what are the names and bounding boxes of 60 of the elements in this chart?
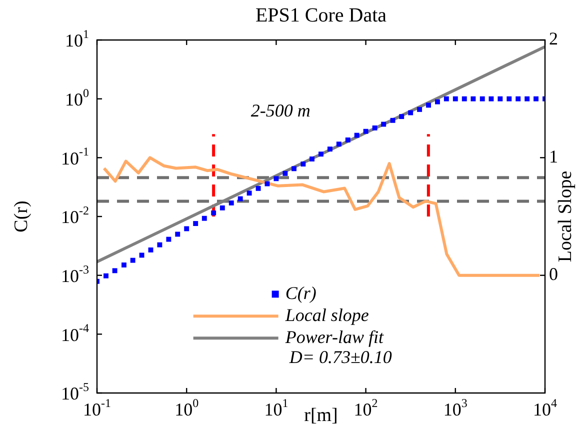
y2-tick-label: 0 — [549, 264, 558, 284]
point — [534, 96, 538, 102]
point — [193, 221, 198, 226]
point — [408, 110, 414, 116]
point — [480, 96, 485, 102]
point — [516, 96, 521, 102]
point — [462, 96, 467, 102]
point — [381, 122, 386, 127]
x-axis-title: r[m] — [304, 404, 338, 426]
point — [399, 114, 404, 120]
point — [300, 162, 306, 166]
point — [426, 102, 431, 108]
point — [488, 96, 494, 102]
point — [444, 96, 449, 102]
point — [292, 166, 296, 172]
point — [452, 96, 458, 102]
legend-label: Power-law fit D= 0.73±0.10 — [284, 326, 392, 367]
y-axis-title: C(r) — [10, 200, 32, 232]
point — [202, 216, 207, 221]
point — [274, 176, 279, 182]
point — [104, 273, 108, 278]
point — [157, 242, 162, 248]
point — [417, 106, 422, 112]
point — [238, 196, 243, 202]
point — [228, 200, 234, 206]
point — [318, 152, 324, 157]
point — [327, 146, 332, 152]
chart-title: EPS1 Core Data — [255, 4, 387, 26]
point — [256, 186, 261, 191]
annotation: 2-500 m — [250, 100, 310, 121]
point — [264, 181, 270, 186]
point — [470, 96, 476, 102]
point — [524, 96, 530, 102]
point — [345, 137, 350, 142]
point — [506, 96, 512, 102]
point — [310, 156, 314, 162]
point — [390, 118, 396, 123]
point — [184, 226, 190, 232]
point — [130, 258, 136, 263]
point — [282, 170, 288, 176]
y2-tick-label: 1 — [549, 146, 558, 166]
y2-axis-title: Local Slope — [554, 170, 576, 262]
point — [435, 99, 440, 104]
point — [175, 232, 180, 237]
point — [220, 205, 225, 210]
point — [336, 142, 342, 147]
point — [363, 128, 368, 134]
point — [112, 268, 118, 274]
legend-label: Local slope — [284, 304, 369, 325]
point — [246, 190, 252, 196]
legend-label: C(r) — [285, 282, 316, 303]
point — [122, 262, 126, 268]
point — [211, 210, 216, 216]
y2-tick-label: 2 — [549, 28, 558, 49]
point — [498, 96, 503, 102]
point — [148, 247, 154, 252]
point — [166, 236, 172, 242]
point — [139, 252, 144, 258]
point — [354, 132, 360, 138]
point — [372, 125, 378, 130]
